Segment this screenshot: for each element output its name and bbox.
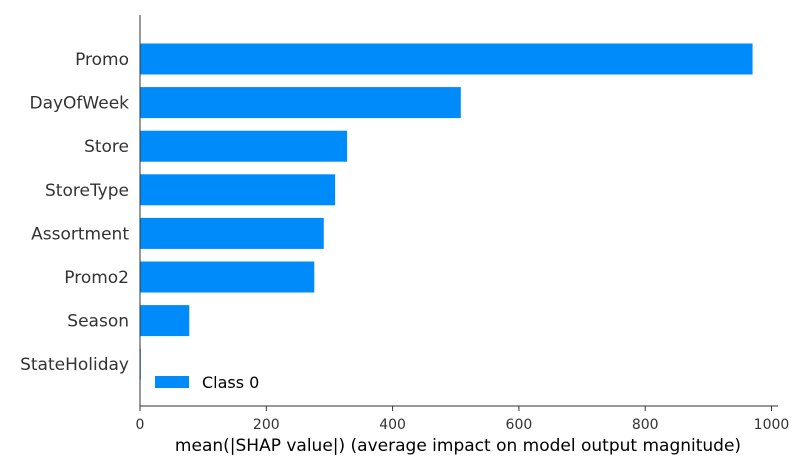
legend-swatch-class-0	[155, 376, 189, 388]
y-label-season: Season	[67, 312, 129, 332]
x-tick-label-800: 800	[632, 417, 659, 433]
bar-promo	[140, 43, 753, 75]
legend-label-class-0: Class 0	[202, 373, 259, 392]
x-tick-label-400: 400	[379, 417, 406, 433]
x-ticks-group: 0 200 400 600 800 1000	[136, 406, 790, 433]
x-axis-title: mean(|SHAP value|) (average impact on mo…	[175, 436, 741, 456]
y-label-promo: Promo	[75, 50, 129, 70]
y-label-promo2: Promo2	[64, 268, 129, 288]
x-tick-label-200: 200	[253, 417, 280, 433]
bar-promo2	[140, 261, 315, 293]
y-label-assortment: Assortment	[31, 224, 129, 244]
x-tick-label-1000: 1000	[754, 417, 790, 433]
legend: Class 0	[155, 373, 259, 392]
x-tick-label-0: 0	[136, 417, 145, 433]
bar-assortment	[140, 217, 324, 249]
x-tick-label-600: 600	[506, 417, 533, 433]
bar-dayofweek	[140, 87, 461, 119]
bar-storetype	[140, 174, 336, 206]
y-labels-group: Promo DayOfWeek Store StoreType Assortment Pr…	[20, 50, 129, 375]
y-label-stateholiday: StateHoliday	[20, 355, 129, 375]
bar-store	[140, 130, 348, 162]
y-label-dayofweek: DayOfWeek	[29, 94, 129, 114]
y-label-store: Store	[84, 137, 129, 157]
bars-group	[140, 43, 753, 380]
y-label-storetype: StoreType	[45, 181, 129, 201]
bar-season	[140, 305, 190, 337]
